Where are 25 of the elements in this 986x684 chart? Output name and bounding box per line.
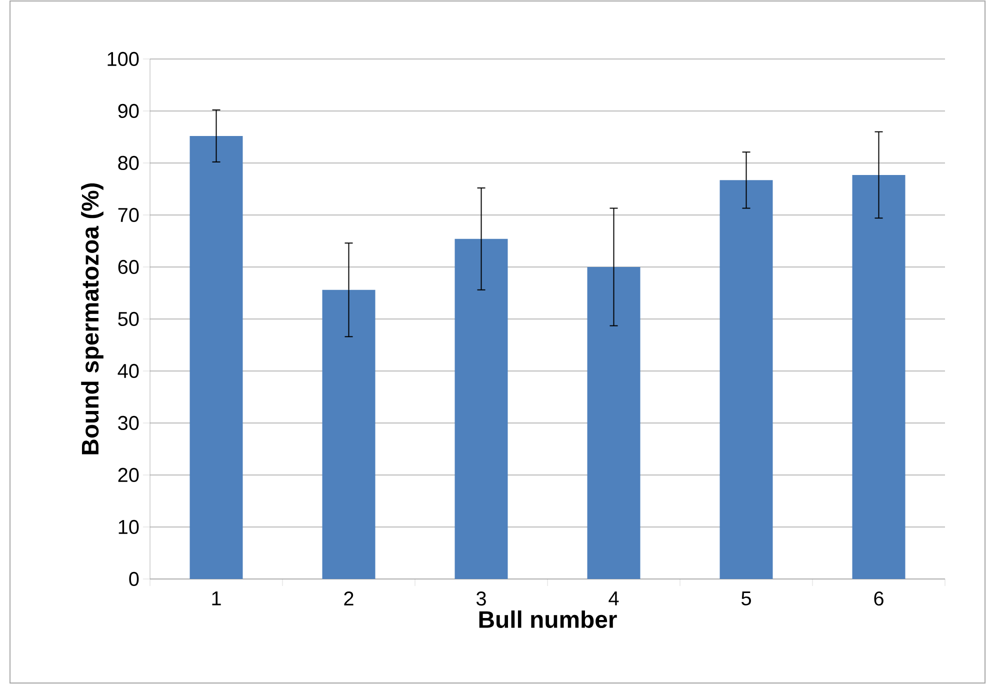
y-tick-label: 20 [118, 468, 139, 482]
x-axis-title: Bull number [479, 610, 617, 628]
bar [587, 266, 640, 579]
x-tick-label: 4 [608, 592, 619, 606]
bar [720, 180, 773, 579]
y-tick-label: 50 [118, 312, 139, 326]
y-tick-label: 100 [108, 52, 139, 66]
bar [322, 290, 376, 579]
bar [190, 136, 243, 579]
x-tick-label: 1 [212, 592, 221, 606]
x-tick-label: 5 [742, 592, 751, 606]
x-tick-label: 3 [476, 592, 486, 606]
x-tick-label: 2 [344, 592, 354, 606]
y-tick-label: 10 [118, 520, 139, 534]
bar [454, 238, 508, 579]
y-tick-label: 0 [129, 572, 139, 586]
bar [852, 174, 906, 579]
y-tick-label: 40 [118, 364, 139, 378]
x-tick-label: 6 [874, 592, 884, 606]
y-tick-label: 80 [118, 156, 139, 170]
y-tick-label: 60 [118, 260, 139, 274]
y-axis-title: Bound spermatozoa (%) [81, 183, 104, 454]
y-tick-label: 70 [118, 208, 139, 222]
y-tick-label: 90 [118, 104, 139, 118]
y-tick-label: 30 [118, 416, 139, 430]
